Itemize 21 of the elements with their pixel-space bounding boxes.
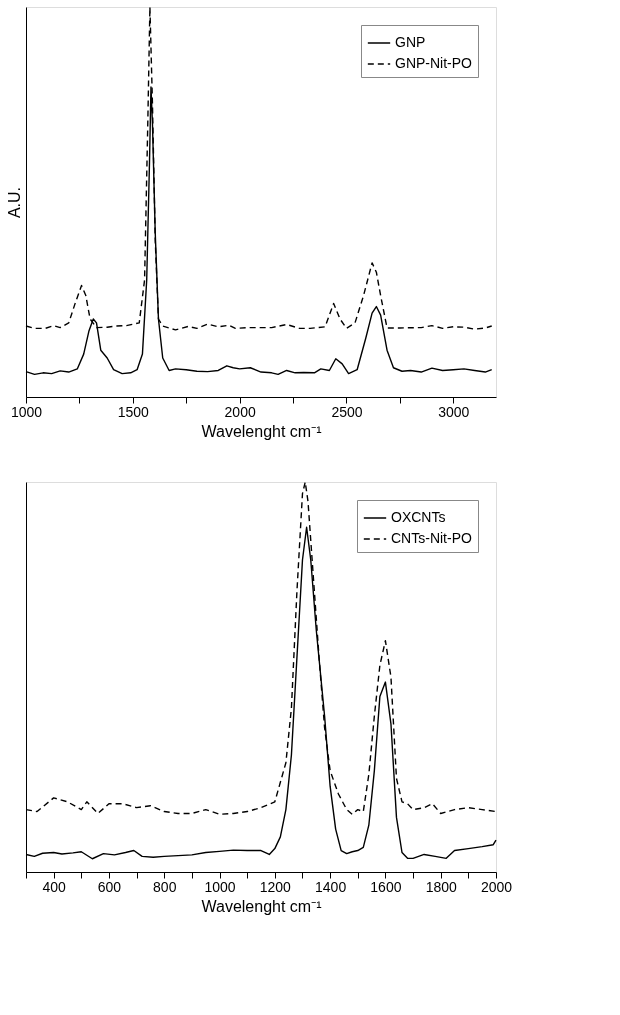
x-tick-label: 1200 xyxy=(259,878,292,895)
x-tick-label: 800 xyxy=(153,878,177,895)
x-tick-label: 600 xyxy=(97,878,122,895)
x-tick-label: 1000 xyxy=(10,403,43,420)
x-tick-label: 1400 xyxy=(315,878,347,895)
x-axis-title: Wavelenght cm⁻¹ xyxy=(201,897,322,915)
x-tick-label: 400 xyxy=(42,878,67,895)
x-tick-label: 1000 xyxy=(204,878,236,895)
legend-label: CNTs-Nit-PO xyxy=(391,530,472,546)
legend-label: OXCNTs xyxy=(391,509,446,525)
legend-label: GNP-Nit-PO xyxy=(395,55,473,71)
x-tick-label: 1600 xyxy=(370,878,402,895)
x-tick-label: 1800 xyxy=(425,878,457,895)
x-tick-label: 2000 xyxy=(224,403,256,420)
y-axis-title: A.U. xyxy=(5,186,23,219)
x-tick-label: 3000 xyxy=(438,403,470,420)
x-tick-label: 1500 xyxy=(117,403,150,420)
x-tick-label: 2000 xyxy=(480,878,513,895)
legend-label: GNP xyxy=(395,34,426,50)
x-axis-title: Wavelenght cm⁻¹ xyxy=(201,422,322,440)
x-tick-label: 2500 xyxy=(331,403,363,420)
